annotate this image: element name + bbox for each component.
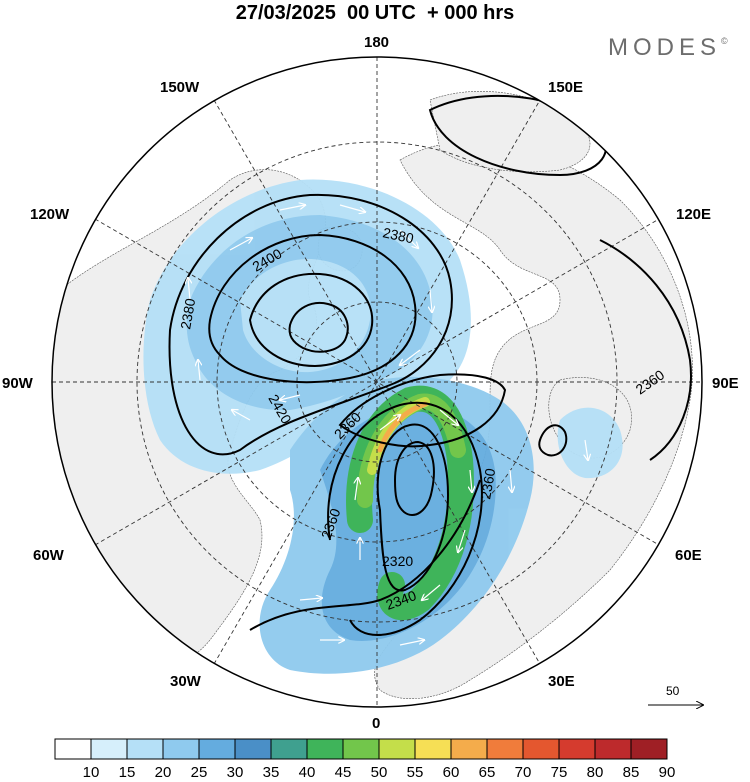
colorbar-box <box>198 738 236 760</box>
contour-label: 2320 <box>382 553 413 569</box>
colorbar-box <box>558 738 596 760</box>
contour-label: 2380 <box>177 297 198 331</box>
colorbar-tick-label: 65 <box>478 764 496 781</box>
colorbar-box <box>342 738 380 760</box>
colorbar-box <box>450 738 488 760</box>
colorbar-box <box>270 738 308 760</box>
lon-label-120w: 120W <box>30 206 70 223</box>
colorbar-box <box>594 738 632 760</box>
colorbar-tick-label: 80 <box>586 764 604 781</box>
colorbar-tick-label: 60 <box>442 764 460 781</box>
colorbar-box <box>126 738 164 760</box>
jet-core <box>346 385 474 621</box>
colorbar-box <box>522 738 560 760</box>
lon-label-0: 0 <box>372 715 381 732</box>
colorbar-tick-label: 30 <box>226 764 244 781</box>
lon-label-120e: 120E <box>676 206 712 223</box>
height-contours <box>168 94 692 636</box>
colorbar-tick-label: 45 <box>334 764 352 781</box>
contour-label: 2380 <box>381 224 415 246</box>
colorbar-tick-label: 25 <box>190 764 208 781</box>
map-boundary <box>51 56 703 708</box>
lon-label-30e: 30E <box>548 673 575 690</box>
colorbar <box>54 738 668 760</box>
colorbar-tick-label: 40 <box>298 764 316 781</box>
colorbar-box <box>306 738 344 760</box>
colorbar-box <box>162 738 200 760</box>
colorbar-box <box>486 738 524 760</box>
contour-label: 2360 <box>477 467 498 501</box>
colorbar-box <box>378 738 416 760</box>
lon-label-180: 180 <box>364 34 390 51</box>
colorbar-tick-label: 50 <box>370 764 388 781</box>
colorbar-box <box>90 738 128 760</box>
brand-logo: MODES© <box>608 34 728 61</box>
lon-label-60e: 60E <box>675 547 702 564</box>
lon-label-150e: 150E <box>548 79 584 96</box>
colorbar-box <box>414 738 452 760</box>
lon-label-90w: 90W <box>2 375 33 392</box>
lon-label-30w: 30W <box>170 673 201 690</box>
colorbar-tick-label: 15 <box>118 764 136 781</box>
map-title: 27/03/2025 00 UTC + 000 hrs <box>235 2 515 24</box>
colorbar-tick-label: 35 <box>262 764 280 781</box>
colorbar-box <box>234 738 272 760</box>
colorbar-tick-label: 20 <box>154 764 172 781</box>
colorbar-tick-label: 10 <box>82 764 100 781</box>
colorbar-tick-label: 90 <box>658 764 676 781</box>
colorbar-box <box>630 738 668 760</box>
colorbar-tick-label: 55 <box>406 764 424 781</box>
colorbar-tick-label: 70 <box>514 764 532 781</box>
lon-label-60w: 60W <box>33 547 64 564</box>
colorbar-tick-label: 75 <box>550 764 568 781</box>
colorbar-tick-label: 85 <box>622 764 640 781</box>
wind-vectors <box>188 205 588 646</box>
colorbar-box <box>54 738 92 760</box>
lon-label-150w: 150W <box>160 79 200 96</box>
lon-label-90e: 90E <box>712 375 739 392</box>
reference-vector-label: 50 <box>666 684 680 698</box>
